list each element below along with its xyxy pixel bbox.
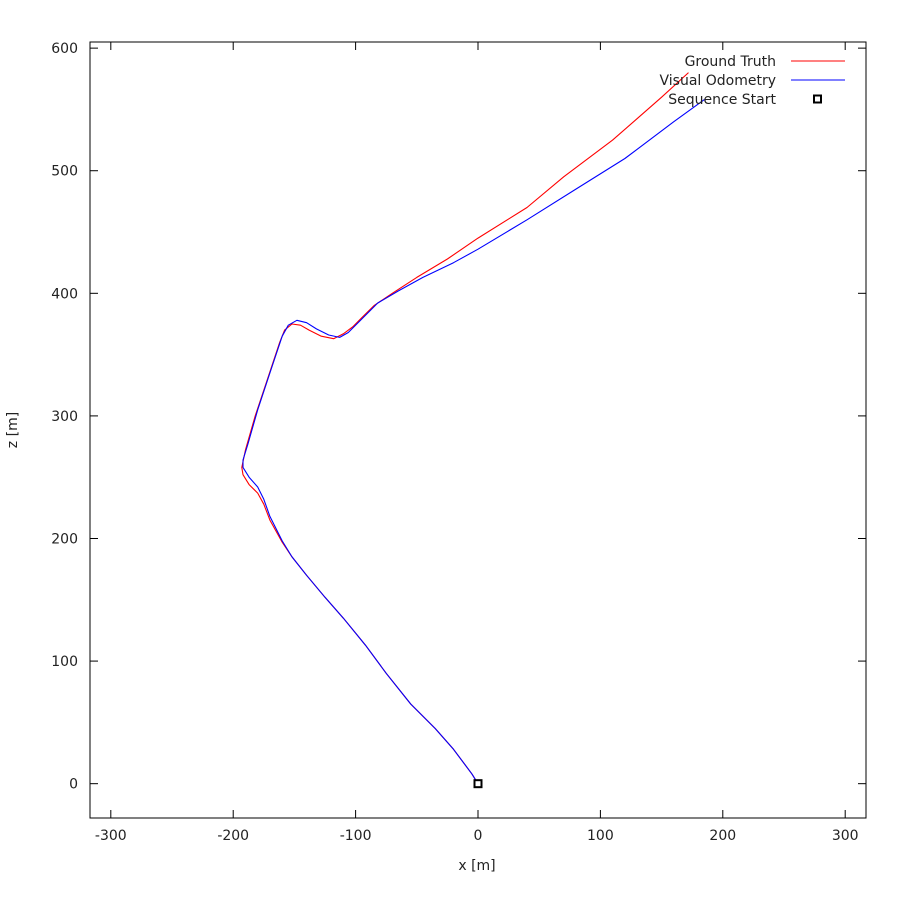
x-tick-label: -200 bbox=[217, 828, 249, 844]
y-tick-label: 600 bbox=[51, 41, 78, 57]
x-tick-label: -100 bbox=[340, 828, 372, 844]
x-tick-label: 200 bbox=[709, 828, 736, 844]
x-axis-label: x [m] bbox=[458, 858, 495, 874]
x-tick-label: 0 bbox=[474, 828, 483, 844]
legend-swatch-square bbox=[813, 94, 822, 104]
y-axis-label: z [m] bbox=[5, 412, 21, 448]
sequence-start-marker bbox=[473, 779, 483, 789]
y-tick-label: 200 bbox=[51, 531, 78, 547]
ticks-layer: -300 -200 -100 0 100 200 300 0 100 200 300 400 500 60… bbox=[51, 41, 866, 844]
series-line-visual-odometry bbox=[242, 99, 705, 784]
y-tick-label: 0 bbox=[69, 777, 78, 793]
x-tick-label: 100 bbox=[587, 828, 614, 844]
y-tick-label: 300 bbox=[51, 409, 78, 425]
x-tick-label: 300 bbox=[832, 828, 859, 844]
y-tick-label: 400 bbox=[51, 286, 78, 302]
x-tick-label: -300 bbox=[95, 828, 127, 844]
series-layer bbox=[241, 72, 705, 789]
legend-label: Sequence Start bbox=[668, 92, 776, 108]
legend-label: Ground Truth bbox=[685, 54, 776, 70]
legend-label: Visual Odometry bbox=[660, 73, 777, 89]
legend: Ground Truth Visual Odometry Sequence Star… bbox=[660, 54, 845, 108]
y-tick-label: 500 bbox=[51, 164, 78, 180]
plot-frame bbox=[89, 41, 867, 819]
y-tick-label: 100 bbox=[51, 654, 78, 670]
